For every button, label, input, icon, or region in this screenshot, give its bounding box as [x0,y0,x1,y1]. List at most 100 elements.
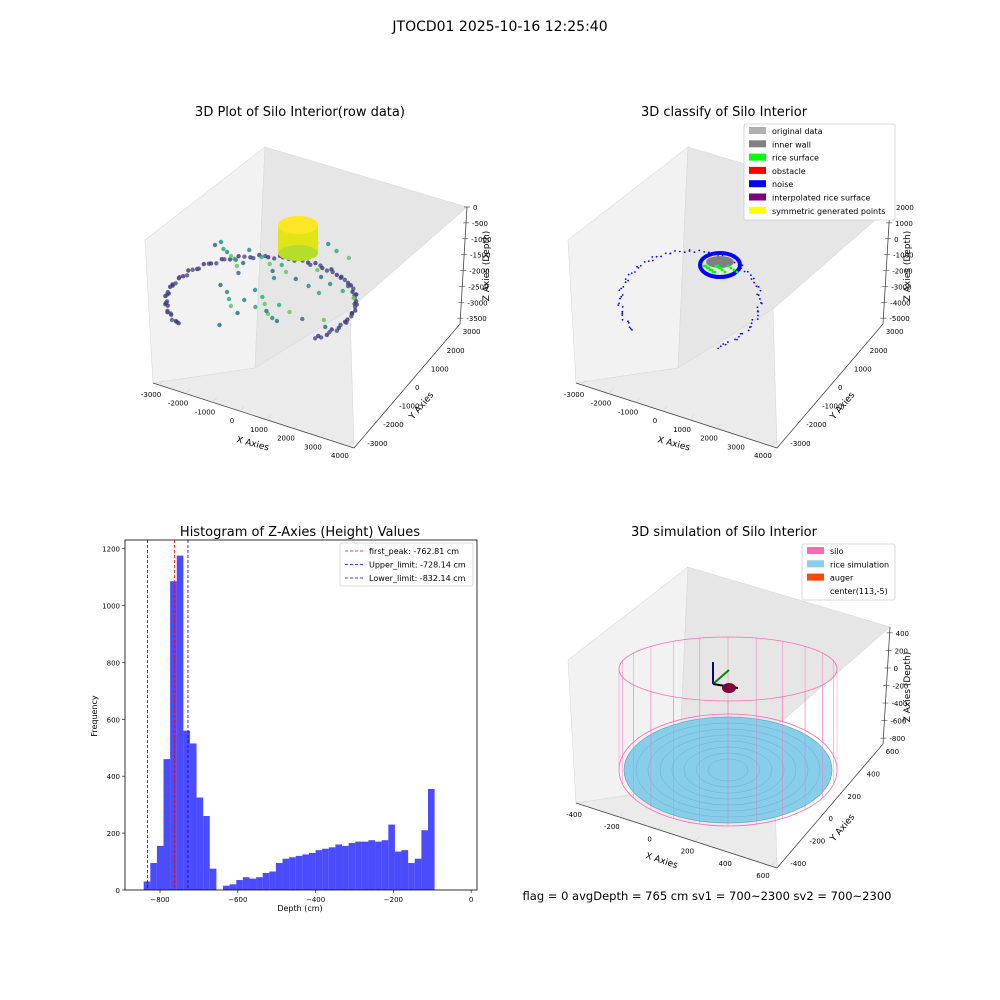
noise-point [627,279,629,282]
legend-swatch [749,193,766,201]
data-point [173,281,178,286]
x-tick-label: 200 [681,848,694,856]
noise-point [621,306,624,308]
classify-point-cloud [617,249,763,350]
x-gridline [743,432,749,438]
legend-swatch [807,560,824,568]
histogram-bar [223,885,230,890]
histogram-bar [335,844,343,890]
x-tick-label: 4000 [331,452,349,460]
legend-swatch [749,153,766,161]
y-tick-label: 0 [838,384,842,392]
panel-raw-title: 3D Plot of Silo Interior(row data) [195,105,405,120]
z-axis-line [459,206,468,325]
data-point [353,308,358,313]
x-tick-label: 3000 [727,443,745,451]
simulation-legend: silo rice simulation auger center(113,-5) [801,543,896,601]
histogram-bar [421,830,428,890]
auger-body [722,683,736,693]
x-tick-label: 1000 [250,426,268,434]
data-point [349,314,354,319]
x-gridline [657,824,662,830]
noise-point [660,255,663,258]
inner-wall-point [706,256,734,268]
data-point [217,322,222,328]
x-tick-label: 0 [653,417,657,425]
legend-label: Upper_limit: -728.14 cm [369,561,466,570]
histogram-bar [315,850,323,890]
y-tick-label: 0 [828,815,832,823]
histogram-bar [368,840,376,890]
legend-swatch [807,547,824,554]
noise-point [618,302,620,305]
legend-label: interpolated rice surface [772,194,870,203]
data-point [165,289,171,295]
noise-point [756,293,759,296]
legend-label: silo [830,547,844,556]
noise-point [634,271,636,273]
data-point [334,248,339,254]
histogram-bar [401,850,409,890]
rice-surface-point [713,270,717,274]
histogram-bar [163,759,171,890]
panel-histogram: Histogram of Z-Axies (Height) Values −80… [90,525,478,913]
data-point [252,287,258,293]
panel-classify-title: 3D classify of Silo Interior [641,105,808,120]
histogram-bar [143,881,151,890]
x-tick-label: −400 [306,896,325,904]
histogram-bar [381,840,389,890]
noise-point [620,287,623,290]
x-tick-label: 0 [647,835,651,843]
x-tick-label: 2000 [277,435,295,443]
noise-point [750,322,753,325]
raw-z-axis-label: Z Axies (Depth) [482,231,492,302]
data-point [236,253,241,259]
y-tick-label: 3000 [463,328,481,336]
z-tick-label: -2000 [469,268,489,276]
noise-point [643,261,646,263]
classify-z-axis-label: Z Axies (Depth) [903,231,913,302]
noise-point [757,294,760,297]
x-gridline [695,836,700,842]
noise-point [746,270,749,273]
x-gridline [770,440,776,447]
noise-point [621,294,624,296]
y-tick-label: 3000 [886,328,904,336]
legend-swatch [807,573,824,581]
noise-point [651,256,654,258]
data-point [186,268,191,273]
y-tick-label: 200 [848,793,861,801]
legend-swatch [749,127,766,134]
noise-point [627,320,629,323]
noise-ring [698,251,742,279]
legend-frame [743,123,896,221]
z-tick-label: -3000 [467,299,487,307]
noise-point [760,302,763,305]
noise-point [628,326,631,329]
histogram-bar [262,872,270,890]
noise-point [741,332,744,335]
simulation-x-axis-label: X Axies [644,851,679,871]
z-tick-label: 200 [895,647,908,655]
legend-label: center(113,-5) [830,587,888,596]
left-pane [567,146,689,384]
z-tick-label: -1000 [471,236,491,244]
legend-label: noise [772,180,793,189]
data-point [324,332,330,338]
noise-point [698,249,701,252]
y-tick-label: -2000 [383,421,403,429]
y-tick-label: 2000 [870,347,888,355]
y-tick-label: -1000 [399,403,419,411]
histogram-bar [388,824,395,890]
data-point [228,303,234,309]
rice-surface-point [707,266,711,270]
panel-simulation-3d: 3D simulation of Silo Interior -400 -200 0… [566,525,913,880]
noise-point [734,338,736,341]
z-tick-label: -600 [890,718,906,726]
noise-point [619,297,621,300]
x-gridline [608,388,614,394]
data-point [287,309,292,315]
x-axis-line [575,382,778,449]
raw-x-axis-label: X Axies [235,435,270,453]
noise-point [639,264,642,267]
